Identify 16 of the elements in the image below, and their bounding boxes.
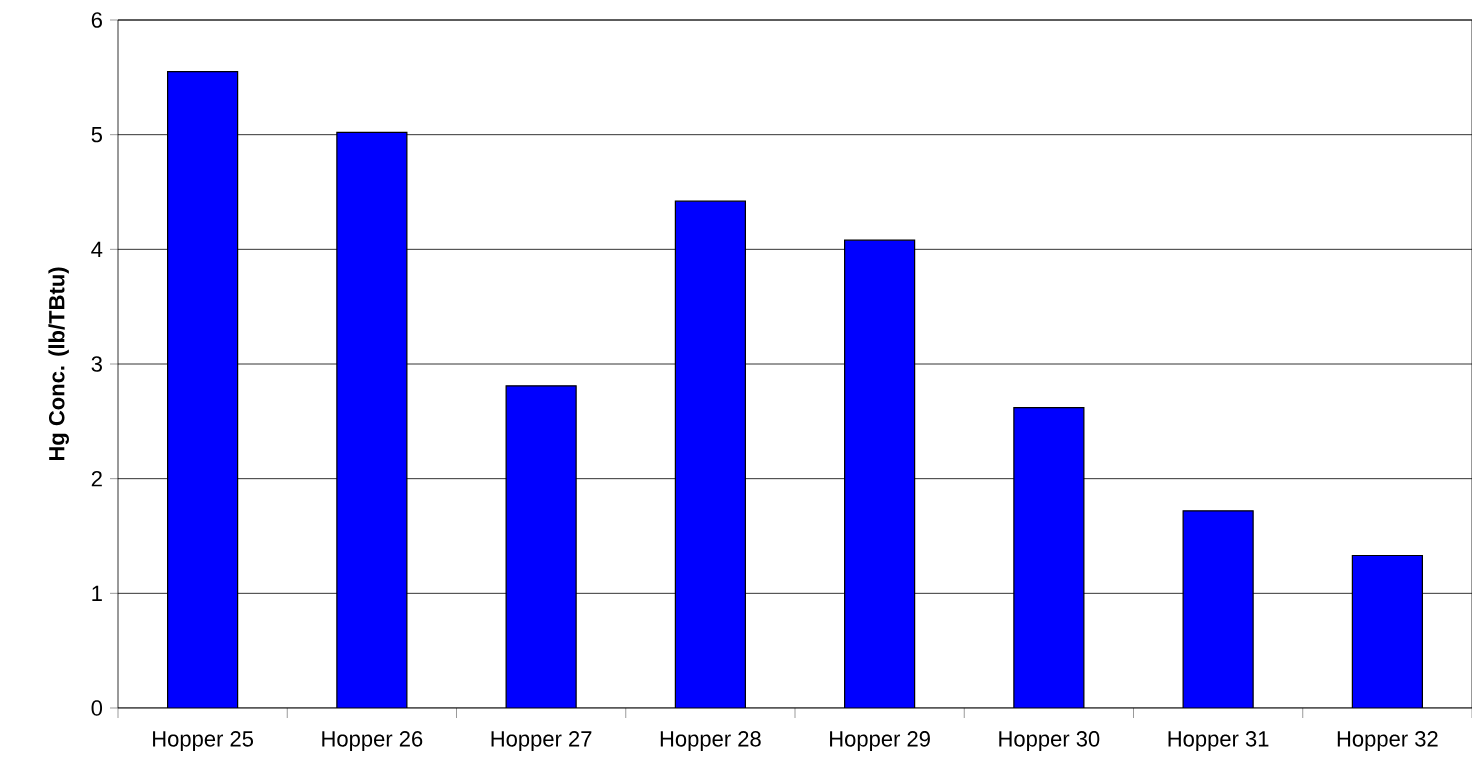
y-tick-label: 6 (91, 12, 102, 28)
y-tick-label: 5 (91, 127, 102, 143)
x-tick-label: Hopper 28 (660, 731, 761, 751)
x-tick-label: Hopper 26 (322, 731, 423, 751)
y-tick-label: 3 (91, 356, 102, 372)
x-tick-label: Hopper 29 (830, 731, 930, 751)
x-tick-label: Hopper 31 (1168, 731, 1269, 751)
y-tick-label: 4 (91, 241, 103, 257)
x-tick-label: Hopper 30 (999, 731, 1100, 751)
x-tick-label: Hopper 32 (1337, 731, 1438, 751)
x-tick-label: Hopper 27 (491, 731, 592, 751)
y-tick-label: 0 (91, 700, 103, 716)
y-axis-title: Hg Conc. (lb/TBtu) (48, 267, 69, 461)
x-tick-label: Hopper 25 (153, 731, 254, 751)
y-tick-label: 2 (91, 471, 102, 487)
y-tick-label: 1 (92, 585, 102, 601)
